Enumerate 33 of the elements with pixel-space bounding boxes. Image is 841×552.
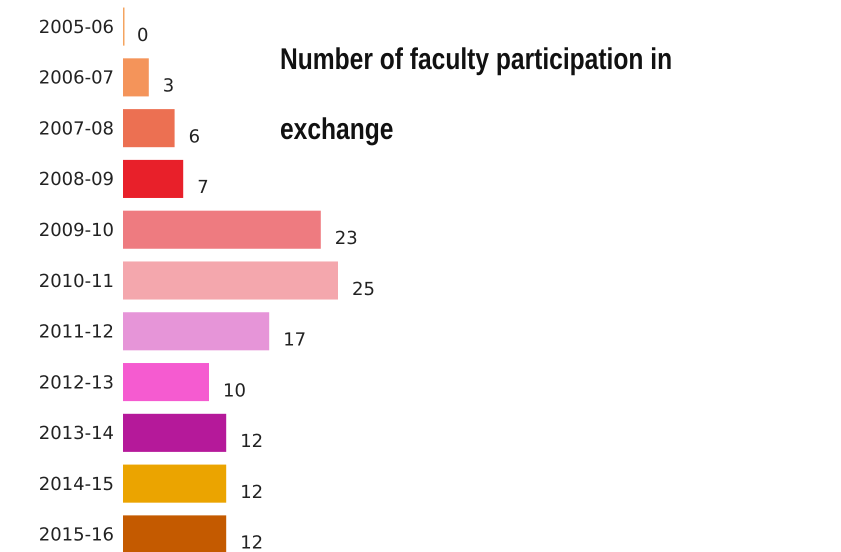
y-tick-label: 2008-09 [38, 169, 114, 190]
data-label: 7 [197, 177, 209, 198]
bar [123, 210, 321, 249]
data-label: 6 [188, 126, 200, 148]
data-label: 17 [283, 330, 306, 351]
bar [123, 109, 175, 148]
y-tick-label: 2015-16 [38, 524, 114, 546]
data-label: 3 [162, 76, 174, 97]
bar [123, 261, 338, 300]
bar [123, 414, 226, 452]
bar [123, 515, 226, 552]
text: Number of faculty participation in exchange [280, 42, 672, 146]
y-tick-label: 2013-14 [38, 423, 114, 444]
data-label: 25 [352, 278, 375, 300]
y-tick-label: 2006-07 [38, 68, 114, 89]
data-label: 23 [334, 228, 358, 250]
bar [123, 160, 184, 198]
bar [123, 363, 209, 402]
data-label: 0 [137, 24, 148, 46]
y-tick-label: 2010-11 [38, 270, 114, 292]
bar [123, 464, 226, 503]
y-tick-label: 2005-06 [38, 16, 114, 38]
bar [123, 312, 270, 350]
y-tick-label: 2009-10 [38, 220, 114, 242]
bar [123, 58, 149, 96]
data-label: 12 [240, 431, 264, 452]
y-tick-label: 2012-13 [38, 372, 114, 394]
data-label: 12 [240, 482, 264, 503]
y-tick-label: 2007-08 [38, 118, 114, 140]
data-label: 12 [240, 532, 264, 552]
y-tick-label: 2014-15 [38, 474, 114, 495]
y-tick-label: 2011-12 [38, 322, 114, 343]
data-label: 10 [223, 380, 246, 402]
